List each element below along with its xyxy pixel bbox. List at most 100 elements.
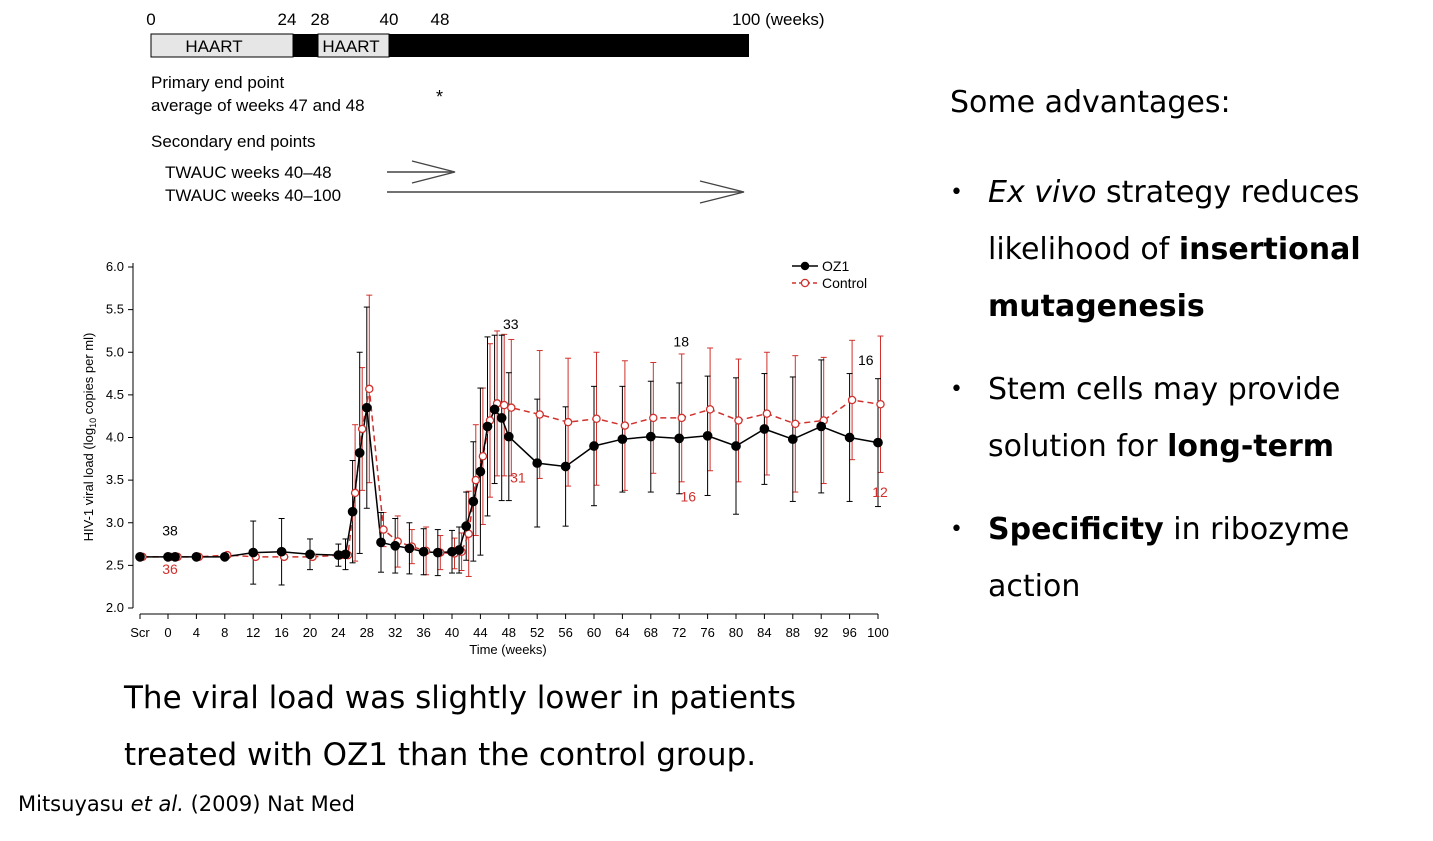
data-point-oz1 [532,458,543,468]
data-point-control [762,409,772,418]
y-tick-label: 5.5 [106,302,124,317]
x-tick-label: 72 [672,625,686,640]
data-point-control [677,413,686,423]
annotation-label: 31 [510,470,526,486]
data-point-control [507,403,516,412]
data-point-oz1 [354,447,365,458]
data-point-oz1 [340,549,351,560]
arrow-weeks-40-48 [387,160,456,184]
y-tick-label: 6.0 [106,259,124,274]
advantage-item: • Specificity in ribozyme action [950,501,1420,615]
x-tick-label: 68 [644,625,658,640]
advantage-text: long-term [1167,429,1335,464]
x-tick-label: 64 [615,625,629,640]
sample-size-annotations: 38 36 33 31 18 16 16 12 [162,316,888,577]
data-point-oz1 [475,466,486,477]
x-tick-label: 92 [814,625,828,640]
secondary-endpoint-2: TWAUC weeks 40–100 [165,186,341,205]
primary-endpoint-marker: * [436,87,443,107]
data-point-oz1 [305,549,315,560]
data-point-control [499,400,509,410]
data-point-oz1 [503,431,514,442]
off-bar-1 [293,34,318,57]
x-tick-label: 48 [502,625,516,640]
data-point-control [471,475,481,485]
y-tick-label: 4.0 [106,430,124,445]
data-point-oz1 [361,402,372,413]
x-tick-label: 56 [558,625,572,640]
data-point-oz1 [844,432,855,443]
advantage-text: Ex vivo [988,175,1097,210]
data-point-oz1 [390,540,401,551]
data-point-control [478,452,488,461]
advantages-list: • Ex vivo strategy reduces likelihood of … [950,164,1420,615]
data-point-control [876,400,885,409]
study-figure: 0 24 28 40 48 100 (weeks) HAART HAART Pr… [81,10,889,657]
y-tick-label: 3.0 [106,515,124,530]
data-point-oz1 [276,546,287,557]
annotation-label: 12 [872,484,888,500]
data-point-control [350,488,360,498]
advantage-text: Specificity [988,512,1164,547]
annotation-label: 18 [673,333,689,349]
x-tick-label: 96 [842,625,856,640]
y-tick-label: 4.5 [106,387,124,402]
data-point-oz1 [787,434,798,445]
timeline-tick-24: 24 [278,10,297,29]
x-tick-label: 32 [388,625,402,640]
y-tick-label: 2.0 [106,600,124,615]
data-point-oz1 [347,506,358,517]
advantage-text: insertional mutagenesis [988,232,1361,324]
data-point-control [464,529,473,539]
x-tick-label: 84 [757,625,771,640]
advantage-text: in ribozyme action [988,512,1350,604]
data-point-control [734,416,743,425]
legend-label: Control [822,275,867,291]
data-point-control [620,421,630,430]
citation-authors: Mitsuyasu [18,792,124,816]
citation: Mitsuyasu et al. (2009) Nat Med [18,792,355,816]
bullet-icon: • [950,377,963,402]
bullet-icon: • [950,517,963,542]
data-point-control [379,525,388,534]
x-tick-label: Scr [130,625,150,640]
x-tick-label: 0 [164,625,171,640]
x-tick-label: 16 [274,625,288,640]
off-bar-2 [389,34,749,57]
x-axis-label: Time (weeks) [469,642,547,657]
timeline-tick-28: 28 [311,10,330,29]
x-tick-label: 8 [221,625,228,640]
data-point-control [791,419,800,429]
citation-source: (2009) Nat Med [190,792,355,816]
data-point-oz1 [135,551,145,562]
data-point-control [592,414,601,423]
y-axis-label: HIV-1 viral load (log10 copies per ml) [81,333,98,542]
x-tick-label: 80 [729,625,743,640]
x-tick-label: 76 [700,625,714,640]
timeline-tick-0: 0 [146,10,155,29]
data-point-oz1 [589,441,599,451]
x-tick-label: 12 [246,625,260,640]
figure-caption: The viral load was slightly lower in pat… [124,680,796,773]
legend-swatch-marker [800,278,810,288]
haart-label-2: HAART [322,37,379,56]
data-point-oz1 [873,437,883,448]
y-tick-label: 3.5 [106,472,124,487]
advantage-text: strategy reduces likelihood of [988,175,1360,267]
data-point-oz1 [496,413,507,423]
legend-swatch-marker [800,261,810,271]
x-tick-label: 20 [303,625,317,640]
data-point-oz1 [418,546,429,557]
data-point-oz1 [560,461,571,472]
citation-etal: et al. [130,792,184,816]
data-point-oz1 [759,424,770,434]
data-point-oz1 [731,441,741,451]
advantages-title: Some advantages: [950,85,1231,120]
x-tick-label: 36 [416,625,430,640]
arrow-weeks-40-100 [387,180,745,204]
timeline-tick-100: 100 (weeks) [732,10,825,29]
data-point-oz1 [219,551,230,562]
data-point-oz1 [454,545,464,555]
